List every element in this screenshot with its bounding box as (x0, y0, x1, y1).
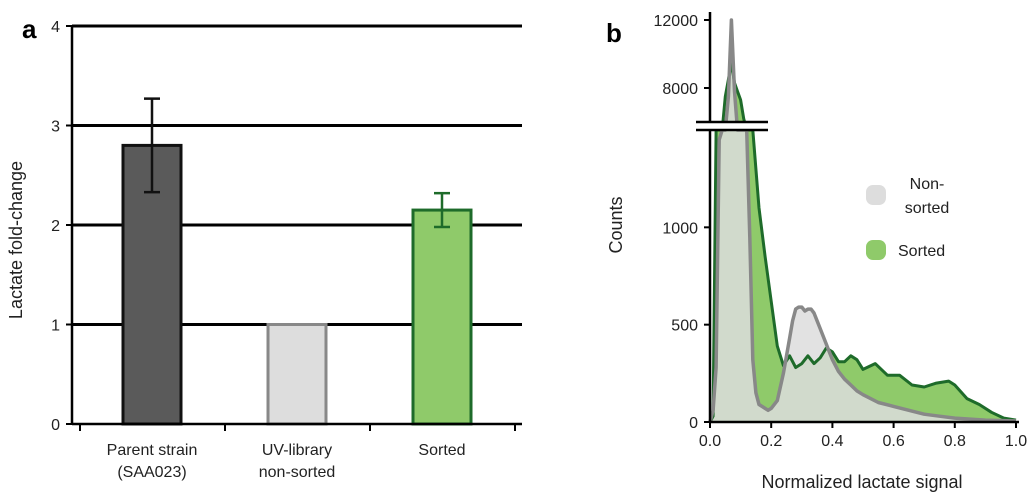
axis-break-gap (696, 123, 1016, 129)
panel-b-series (696, 18, 1017, 423)
category-label-1: UV-library (262, 442, 332, 459)
panel-a: a Lactate fold-change 0 1 2 3 4 Parent strai… (6, 14, 522, 481)
x-tick-label: 0.4 (821, 433, 843, 450)
panel-b-legend: Non- sorted Sorted (866, 176, 949, 260)
panel-b-y-axis-label: Counts (606, 196, 626, 253)
y-tick-label: 2 (51, 218, 60, 235)
area-nonsorted (710, 20, 1016, 422)
x-tick-label: 1.0 (1005, 433, 1027, 450)
category-label-0: Parent strain (107, 442, 198, 459)
legend-label-nonsorted-line2: sorted (905, 200, 949, 217)
category-label-1: non-sorted (259, 464, 336, 481)
panel-a-bars (121, 143, 473, 426)
panel-a-error-bars (144, 97, 450, 229)
y-tick-label: 500 (671, 318, 698, 335)
y-tick-label: 0 (689, 415, 698, 432)
x-tick-label: 0.2 (760, 433, 782, 450)
category-label-0: (SAA023) (117, 464, 186, 481)
category-label-2: Sorted (418, 442, 465, 459)
error-bar-2 (434, 191, 450, 229)
panel-b-x-axis-label: Normalized lactate signal (761, 472, 962, 492)
panel-b: b Counts Normalized lactate signal 0.0 0.… (606, 12, 1027, 492)
panel-b-letter: b (606, 18, 622, 48)
x-tick-label: 0.8 (944, 433, 966, 450)
panel-a-axes (70, 26, 522, 431)
y-tick-label: 1 (51, 318, 60, 335)
panel-b-ticks: 0.0 0.2 0.4 0.6 0.8 1.0 0 500 1000 8000 12000 (654, 13, 1028, 450)
y-tick-label: 8000 (662, 81, 698, 98)
legend-swatch-nonsorted (866, 185, 886, 205)
y-tick-label: 4 (51, 19, 60, 36)
panel-a-category-labels: Parent strain (SAA023) UV-library non-sorte… (107, 442, 466, 481)
y-tick-label: 3 (51, 119, 60, 136)
error-bar-0 (144, 97, 160, 194)
x-tick-label: 0.0 (699, 433, 721, 450)
y-tick-label: 12000 (654, 13, 699, 30)
legend-label-nonsorted-line1: Non- (910, 176, 945, 193)
legend-swatch-sorted (866, 240, 886, 260)
panel-b-axes (696, 12, 1019, 424)
bar-2 (411, 208, 473, 426)
x-tick-label: 0.6 (882, 433, 904, 450)
panel-a-letter: a (22, 14, 37, 44)
legend-label-sorted: Sorted (898, 243, 945, 260)
y-tick-label: 0 (51, 417, 60, 434)
y-tick-label: 1000 (662, 220, 698, 237)
bar-1 (266, 323, 328, 426)
line-nonsorted (708, 18, 1017, 423)
panel-a-y-axis-label: Lactate fold-change (6, 161, 26, 319)
panel-a-y-ticks: 0 1 2 3 4 (51, 19, 72, 434)
